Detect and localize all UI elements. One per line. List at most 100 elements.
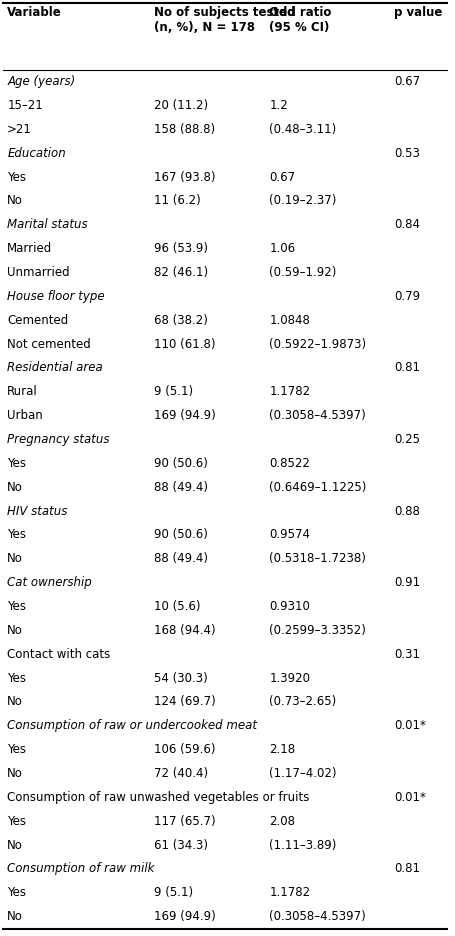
Text: 106 (59.6): 106 (59.6) (154, 743, 215, 756)
Text: 54 (30.3): 54 (30.3) (154, 672, 207, 684)
Text: Yes: Yes (7, 886, 26, 899)
Text: 1.0848: 1.0848 (269, 314, 310, 327)
Text: 0.25: 0.25 (393, 433, 419, 446)
Text: No: No (7, 910, 23, 923)
Text: Odd ratio
(95 % CI): Odd ratio (95 % CI) (269, 7, 331, 35)
Text: Contact with cats: Contact with cats (7, 648, 110, 661)
Text: 0.67: 0.67 (269, 170, 295, 183)
Text: 0.31: 0.31 (393, 648, 419, 661)
Text: 110 (61.8): 110 (61.8) (154, 338, 215, 351)
Text: 169 (94.9): 169 (94.9) (154, 409, 215, 422)
Text: No: No (7, 552, 23, 565)
Text: 90 (50.6): 90 (50.6) (154, 529, 207, 541)
Text: 1.3920: 1.3920 (269, 672, 310, 684)
Text: 158 (88.8): 158 (88.8) (154, 123, 215, 136)
Text: 0.67: 0.67 (393, 75, 419, 88)
Text: House floor type: House floor type (7, 290, 105, 303)
Text: No: No (7, 695, 23, 709)
Text: No: No (7, 195, 23, 208)
Text: 0.84: 0.84 (393, 218, 419, 231)
Text: 1.1782: 1.1782 (269, 386, 310, 399)
Text: 1.2: 1.2 (269, 99, 288, 112)
Text: 9 (5.1): 9 (5.1) (154, 386, 192, 399)
Text: Marital status: Marital status (7, 218, 88, 231)
Text: 68 (38.2): 68 (38.2) (154, 314, 207, 327)
Text: 0.01*: 0.01* (393, 791, 425, 804)
Text: No: No (7, 481, 23, 494)
Text: 90 (50.6): 90 (50.6) (154, 457, 207, 470)
Text: Education: Education (7, 147, 66, 160)
Text: Unmarried: Unmarried (7, 266, 70, 279)
Text: (0.2599–3.3352): (0.2599–3.3352) (269, 624, 365, 636)
Text: (0.5318–1.7238): (0.5318–1.7238) (269, 552, 365, 565)
Text: 0.01*: 0.01* (393, 719, 425, 732)
Text: 88 (49.4): 88 (49.4) (154, 552, 207, 565)
Text: 15–21: 15–21 (7, 99, 43, 112)
Text: Age (years): Age (years) (7, 75, 76, 88)
Text: HIV status: HIV status (7, 505, 67, 518)
Text: Yes: Yes (7, 743, 26, 756)
Text: Not cemented: Not cemented (7, 338, 91, 351)
Text: Consumption of raw or undercooked meat: Consumption of raw or undercooked meat (7, 719, 257, 732)
Text: 0.9574: 0.9574 (269, 529, 310, 541)
Text: 0.91: 0.91 (393, 577, 419, 589)
Text: 88 (49.4): 88 (49.4) (154, 481, 207, 494)
Text: Yes: Yes (7, 457, 26, 470)
Text: No: No (7, 839, 23, 852)
Text: 117 (65.7): 117 (65.7) (154, 814, 215, 827)
Text: 167 (93.8): 167 (93.8) (154, 170, 215, 183)
Text: Cat ownership: Cat ownership (7, 577, 92, 589)
Text: (0.3058–4.5397): (0.3058–4.5397) (269, 409, 365, 422)
Text: Yes: Yes (7, 672, 26, 684)
Text: 72 (40.4): 72 (40.4) (154, 767, 207, 780)
Text: Yes: Yes (7, 600, 26, 613)
Text: (1.17–4.02): (1.17–4.02) (269, 767, 336, 780)
Text: 10 (5.6): 10 (5.6) (154, 600, 200, 613)
Text: (1.11–3.89): (1.11–3.89) (269, 839, 336, 852)
Text: 82 (46.1): 82 (46.1) (154, 266, 207, 279)
Text: Cemented: Cemented (7, 314, 68, 327)
Text: No: No (7, 767, 23, 780)
Text: 2.18: 2.18 (269, 743, 295, 756)
Text: 0.9310: 0.9310 (269, 600, 310, 613)
Text: 0.81: 0.81 (393, 361, 419, 374)
Text: 124 (69.7): 124 (69.7) (154, 695, 215, 709)
Text: Residential area: Residential area (7, 361, 103, 374)
Text: 61 (34.3): 61 (34.3) (154, 839, 207, 852)
Text: Urban: Urban (7, 409, 43, 422)
Text: 11 (6.2): 11 (6.2) (154, 195, 200, 208)
Text: (0.59–1.92): (0.59–1.92) (269, 266, 336, 279)
Text: 1.1782: 1.1782 (269, 886, 310, 899)
Text: (0.3058–4.5397): (0.3058–4.5397) (269, 910, 365, 923)
Text: 0.88: 0.88 (393, 505, 419, 518)
Text: Yes: Yes (7, 529, 26, 541)
Text: Married: Married (7, 242, 52, 256)
Text: Pregnancy status: Pregnancy status (7, 433, 110, 446)
Text: Variable: Variable (7, 7, 62, 20)
Text: Yes: Yes (7, 814, 26, 827)
Text: 0.79: 0.79 (393, 290, 419, 303)
Text: No: No (7, 624, 23, 636)
Text: 20 (11.2): 20 (11.2) (154, 99, 207, 112)
Text: (0.73–2.65): (0.73–2.65) (269, 695, 336, 709)
Text: Consumption of raw unwashed vegetables or fruits: Consumption of raw unwashed vegetables o… (7, 791, 309, 804)
Text: p value: p value (393, 7, 441, 20)
Text: 168 (94.4): 168 (94.4) (154, 624, 215, 636)
Text: Consumption of raw milk: Consumption of raw milk (7, 862, 154, 875)
Text: Yes: Yes (7, 170, 26, 183)
Text: (0.5922–1.9873): (0.5922–1.9873) (269, 338, 366, 351)
Text: 0.8522: 0.8522 (269, 457, 310, 470)
Text: >21: >21 (7, 123, 32, 136)
Text: (0.19–2.37): (0.19–2.37) (269, 195, 336, 208)
Text: Rural: Rural (7, 386, 38, 399)
Text: 96 (53.9): 96 (53.9) (154, 242, 207, 256)
Text: (0.48–3.11): (0.48–3.11) (269, 123, 336, 136)
Text: 9 (5.1): 9 (5.1) (154, 886, 192, 899)
Text: 169 (94.9): 169 (94.9) (154, 910, 215, 923)
Text: 0.81: 0.81 (393, 862, 419, 875)
Text: 1.06: 1.06 (269, 242, 295, 256)
Text: 0.53: 0.53 (393, 147, 419, 160)
Text: (0.6469–1.1225): (0.6469–1.1225) (269, 481, 366, 494)
Text: 2.08: 2.08 (269, 814, 295, 827)
Text: No of subjects tested
(n, %), N = 178: No of subjects tested (n, %), N = 178 (154, 7, 295, 35)
